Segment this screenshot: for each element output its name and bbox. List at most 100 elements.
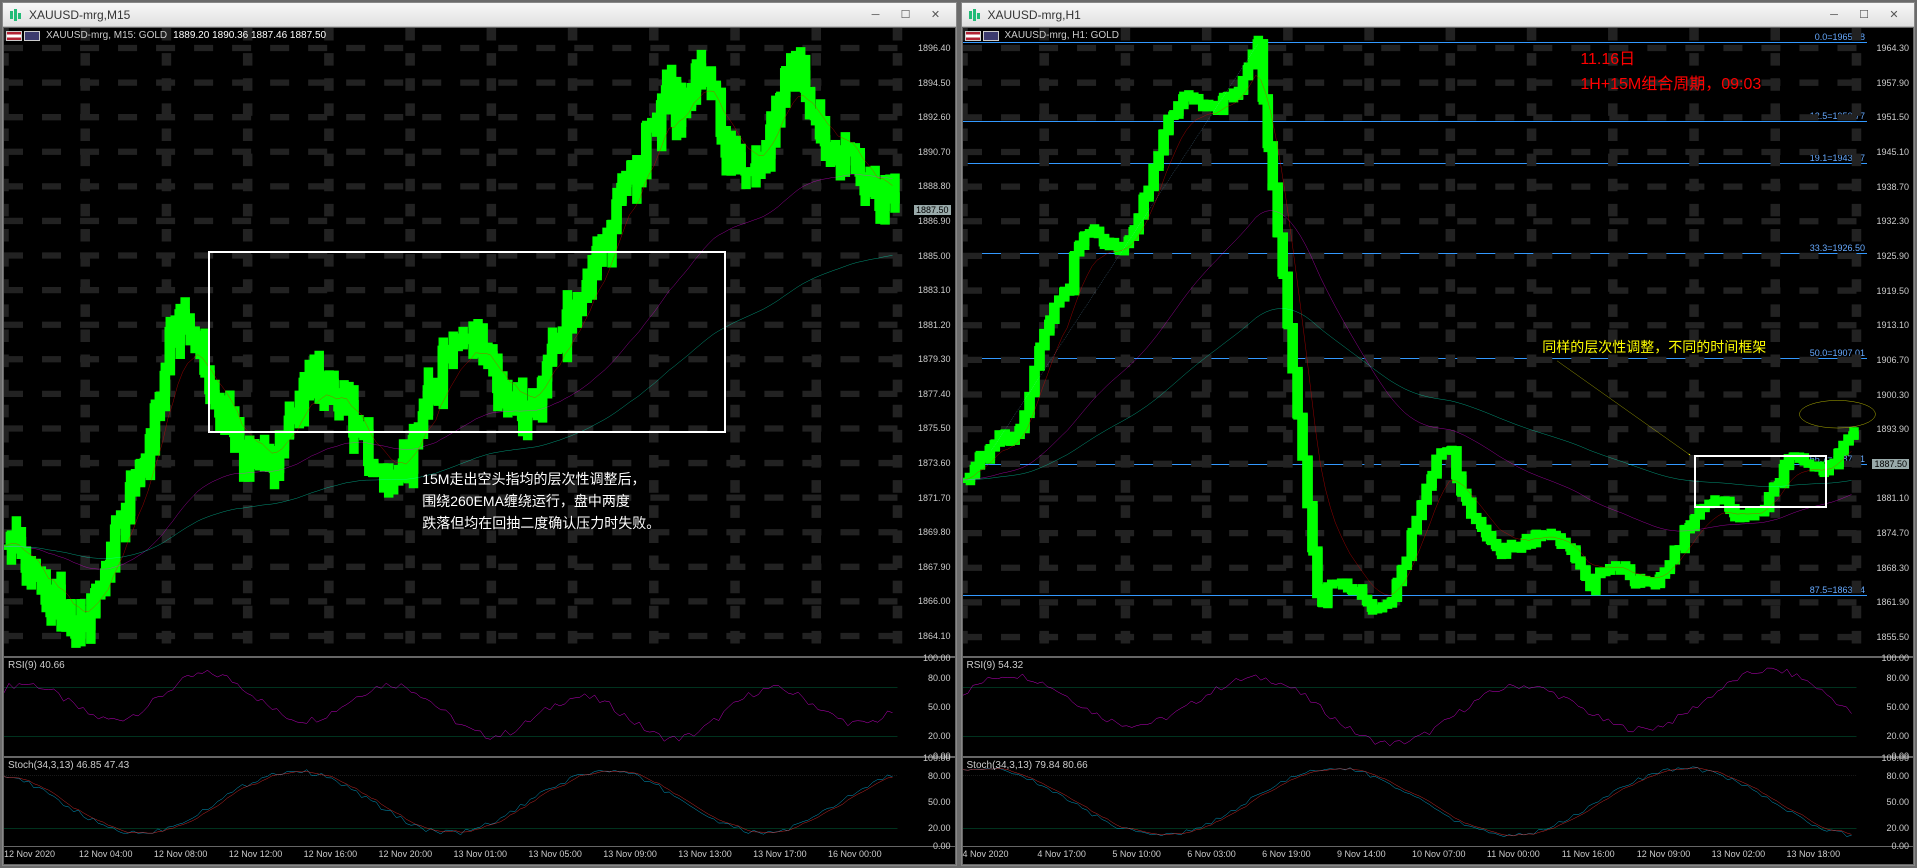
stoch-overlay-h1 (963, 758, 1914, 846)
x-tick: 13 Nov 05:00 (528, 849, 582, 859)
indicator-tick: 20.00 (1886, 823, 1909, 833)
annotation-box-m15 (208, 251, 726, 433)
price-tick: 1906.70 (1876, 355, 1909, 365)
rsi-label-m15: RSI(9) 40.66 (8, 660, 65, 671)
maximize-button[interactable]: ☐ (892, 6, 920, 24)
indicator-tick: 50.00 (1886, 797, 1909, 807)
fib-line (963, 358, 1868, 359)
indicator-tick: 50.00 (928, 702, 951, 712)
stoch-overlay-m15 (4, 758, 955, 846)
minimize-button[interactable]: ─ (862, 6, 890, 24)
price-y-axis-h1: 1855.501861.901868.301874.701881.101887.… (1867, 28, 1911, 656)
rsi-label-h1: RSI(9) 54.32 (967, 660, 1024, 671)
indicator-tick: 100.00 (923, 653, 951, 663)
rsi-overlay-m15 (4, 658, 955, 756)
window-controls: ─ ☐ ✕ (862, 6, 950, 24)
window-title-m15: XAUUSD-mrg,M15 (29, 8, 862, 22)
price-tick: 1951.50 (1876, 112, 1909, 122)
chart-container-h1: XAUUSD-mrg, H1: GOLD 1855.501861.901868.… (962, 27, 1915, 865)
price-tick: 1871.70 (918, 493, 951, 503)
fib-label: 33.3=1926.50 (1810, 243, 1865, 253)
rsi-y-axis-h1: 0.0020.0050.0080.00100.00 (1867, 658, 1911, 756)
indicator-tick: 80.00 (1886, 771, 1909, 781)
price-tick: 1957.90 (1876, 78, 1909, 88)
price-tick: 1945.10 (1876, 147, 1909, 157)
symbol-label: XAUUSD-mrg, H1: GOLD (1005, 30, 1119, 41)
x-tick: 12 Nov 16:00 (304, 849, 358, 859)
price-pane-h1[interactable]: XAUUSD-mrg, H1: GOLD 1855.501861.901868.… (962, 27, 1915, 657)
window-h1: XAUUSD-mrg,H1 ─ ☐ ✕ XAUUSD-mrg, H1: GOLD… (961, 2, 1916, 866)
stoch-label-m15: Stoch(34,3,13) 46.85 47.43 (8, 760, 129, 771)
price-tick: 1919.50 (1876, 286, 1909, 296)
titlebar-h1[interactable]: XAUUSD-mrg,H1 ─ ☐ ✕ (962, 3, 1915, 27)
x-tick: 12 Nov 09:00 (1637, 849, 1691, 859)
indicator-tick: 80.00 (928, 673, 951, 683)
price-tick: 1869.80 (918, 527, 951, 537)
price-y-axis-m15: 1864.101866.001867.901869.801871.701873.… (909, 28, 953, 656)
flag-icon (965, 31, 981, 41)
fib-label: 19.1=1943.07 (1810, 153, 1865, 163)
x-tick: 13 Nov 17:00 (753, 849, 807, 859)
chart-container-m15: XAUUSD-mrg, M15: GOLD 1889.20 1890.36 18… (3, 27, 956, 865)
fib-label: 0.0=1965.38 (1815, 32, 1865, 42)
maximize-button[interactable]: ☐ (1850, 6, 1878, 24)
price-tick: 1890.70 (918, 147, 951, 157)
x-tick: 16 Nov 00:00 (828, 849, 882, 859)
x-tick: 13 Nov 09:00 (603, 849, 657, 859)
flag-icon (24, 31, 40, 41)
x-tick: 4 Nov 2020 (963, 849, 1009, 859)
ohlc-label: 1889.20 1890.36 1887.46 1887.50 (173, 30, 326, 41)
x-tick: 5 Nov 10:00 (1112, 849, 1161, 859)
price-tick: 1932.30 (1876, 216, 1909, 226)
x-tick: 12 Nov 2020 (4, 849, 55, 859)
close-button[interactable]: ✕ (922, 6, 950, 24)
stoch-pane-h1[interactable]: Stoch(34,3,13) 79.84 80.66 0.0020.0050.0… (962, 757, 1915, 847)
x-axis-h1: 4 Nov 20204 Nov 17:005 Nov 10:006 Nov 03… (962, 847, 1915, 865)
stoch-y-axis-h1: 0.0020.0050.0080.00100.00 (1867, 758, 1911, 846)
fib-line (963, 595, 1868, 596)
price-tick: 1875.50 (918, 423, 951, 433)
indicator-tick: 80.00 (928, 771, 951, 781)
chart-header-m15: XAUUSD-mrg, M15: GOLD 1889.20 1890.36 18… (6, 30, 326, 41)
x-tick: 13 Nov 13:00 (678, 849, 732, 859)
price-tick: 1866.00 (918, 596, 951, 606)
fib-line (963, 253, 1868, 254)
indicator-tick: 100.00 (923, 753, 951, 763)
fib-label: 12.5=1950.77 (1810, 111, 1865, 121)
minimize-button[interactable]: ─ (1820, 6, 1848, 24)
price-tick: 1892.60 (918, 112, 951, 122)
x-tick: 4 Nov 17:00 (1037, 849, 1086, 859)
price-pane-m15[interactable]: XAUUSD-mrg, M15: GOLD 1889.20 1890.36 18… (3, 27, 956, 657)
titlebar-m15[interactable]: XAUUSD-mrg,M15 ─ ☐ ✕ (3, 3, 956, 27)
indicator-tick: 20.00 (1886, 731, 1909, 741)
rsi-overlay-h1 (963, 658, 1914, 756)
indicator-tick: 80.00 (1886, 673, 1909, 683)
fib-line (963, 121, 1868, 122)
stoch-pane-m15[interactable]: Stoch(34,3,13) 46.85 47.43 0.0020.0050.0… (3, 757, 956, 847)
price-tick: 1873.60 (918, 458, 951, 468)
indicator-tick: 50.00 (1886, 702, 1909, 712)
x-tick: 12 Nov 04:00 (79, 849, 133, 859)
price-tick: 1900.30 (1876, 390, 1909, 400)
price-tick: 1874.70 (1876, 528, 1909, 538)
rsi-pane-m15[interactable]: RSI(9) 40.66 0.0020.0050.0080.00100.00 (3, 657, 956, 757)
last-price-marker: 1887.50 (914, 205, 951, 215)
price-tick: 1881.10 (1876, 493, 1909, 503)
indicator-tick: 0.00 (1891, 841, 1909, 851)
x-axis-m15: 12 Nov 2020 12 Nov 04:00 12 Nov 08:00 12 No… (3, 847, 956, 865)
x-tick: 6 Nov 19:00 (1262, 849, 1311, 859)
price-overlay-m15 (4, 28, 955, 656)
price-tick: 1894.50 (918, 78, 951, 88)
x-tick: 12 Nov 08:00 (154, 849, 208, 859)
x-tick: 13 Nov 02:00 (1712, 849, 1766, 859)
price-tick: 1964.30 (1876, 43, 1909, 53)
rsi-pane-h1[interactable]: RSI(9) 54.32 0.0020.0050.0080.00100.00 (962, 657, 1915, 757)
annotation-text-m15: 15M走出空头指均的层次性调整后， 围绕260EMA缠绕运行，盘中两度 跌落但均… (422, 468, 660, 535)
price-tick: 1868.30 (1876, 563, 1909, 573)
close-button[interactable]: ✕ (1880, 6, 1908, 24)
price-tick: 1886.90 (918, 216, 951, 226)
indicator-tick: 50.00 (928, 797, 951, 807)
annotation-yellow-h1: 同样的层次性调整，不同的时间框架 (1542, 336, 1766, 358)
annotation-red-h1: 11.16日 1H+15M组合周期，09:03 (1580, 47, 1761, 98)
last-price-marker: 1887.50 (1872, 459, 1909, 469)
